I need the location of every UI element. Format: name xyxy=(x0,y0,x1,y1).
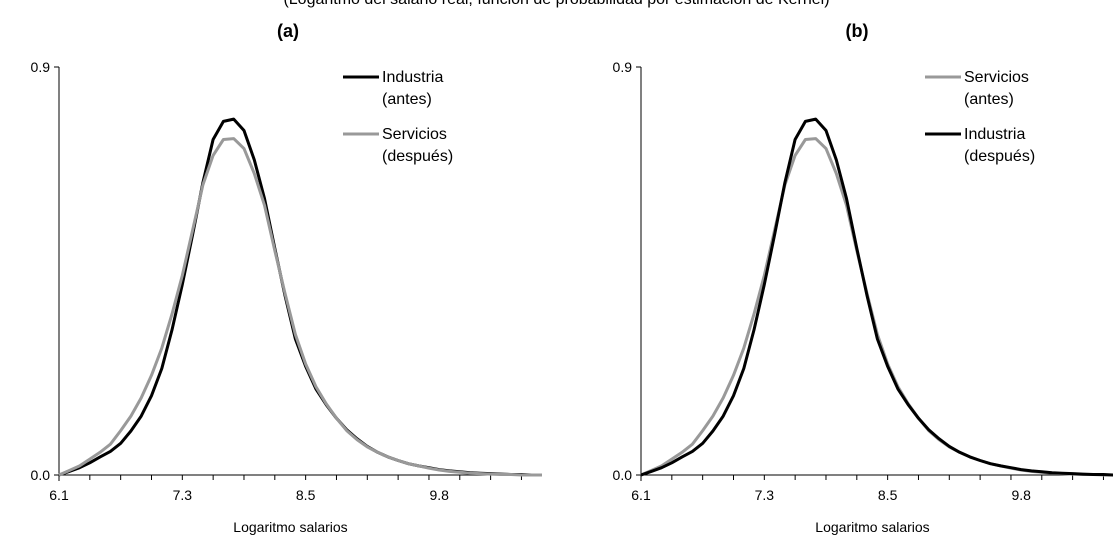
legend-label-line: (antes) xyxy=(964,91,1014,108)
figure-caption: (Logaritmo del salario real, función de … xyxy=(0,0,1113,9)
series-line xyxy=(58,137,542,477)
y-tick-label: 0.0 xyxy=(31,467,51,483)
legend-label: Industria (antes) xyxy=(382,69,443,108)
legend-label-line: (antes) xyxy=(382,91,432,108)
x-tick-label: 8.5 xyxy=(878,487,898,503)
legend-label: Servicios (antes) xyxy=(964,69,1029,108)
x-tick-label: 9.8 xyxy=(429,487,449,503)
x-tick-label: 9.8 xyxy=(1011,487,1031,503)
x-axis-label: Logaritmo salarios xyxy=(815,519,929,535)
legend-label-line: Servicios xyxy=(382,126,447,143)
legend-label-line: Industria xyxy=(382,69,443,86)
series-line xyxy=(640,117,1113,477)
x-tick-label: 6.1 xyxy=(49,487,69,503)
legend-label-line: Servicios xyxy=(964,69,1029,86)
legend-label-line: Industria xyxy=(964,126,1025,143)
legend-label: Industria (después) xyxy=(964,126,1035,165)
chart-panel-a: (a) 0.0 0.9 6.1 7.3 8.5 9.8 Logaritmo salarios I… xyxy=(31,21,542,535)
x-tick-label: 7.3 xyxy=(173,487,193,503)
legend-label: Servicios (después) xyxy=(382,126,453,165)
y-tick-label: 0.0 xyxy=(613,467,633,483)
series-line xyxy=(640,137,1113,477)
legend-label-line: (después) xyxy=(382,148,453,165)
chart-title: (b) xyxy=(846,21,869,41)
x-tick-label: 6.1 xyxy=(631,487,651,503)
series-line xyxy=(58,117,542,477)
legend-label-line: (después) xyxy=(964,148,1035,165)
y-tick-label: 0.9 xyxy=(31,59,51,75)
x-tick-label: 7.3 xyxy=(755,487,775,503)
chart-panel-b: (b) 0.0 0.9 6.1 7.3 8.5 9.8 Logaritmo salarios S… xyxy=(613,21,1113,535)
chart-title: (a) xyxy=(277,21,299,41)
y-tick-label: 0.9 xyxy=(613,59,633,75)
x-tick-label: 8.5 xyxy=(296,487,316,503)
x-axis-label: Logaritmo salarios xyxy=(233,519,347,535)
